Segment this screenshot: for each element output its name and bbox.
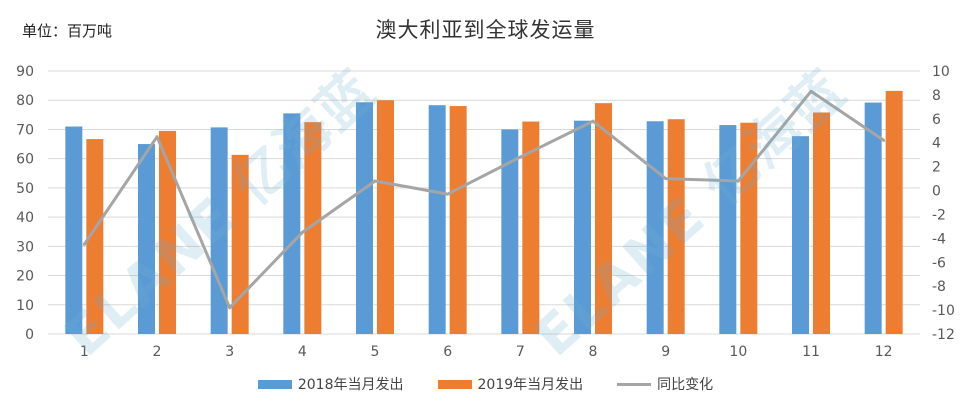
yoy-point	[736, 179, 740, 183]
legend-swatch-2019	[437, 379, 472, 389]
legend-item-2018: 2018年当月发出	[257, 374, 404, 394]
bar-2018	[283, 113, 301, 334]
x-tick-label: 12	[875, 344, 893, 360]
x-tick-label: 10	[729, 344, 747, 360]
yoy-point	[446, 192, 450, 196]
legend-label-2019: 2019年当月发出	[477, 377, 584, 393]
yoy-point	[228, 306, 232, 310]
x-tick-label: 6	[443, 344, 452, 360]
bar-2018	[428, 105, 446, 334]
legend-swatch-2018	[257, 379, 292, 389]
y2-tick-label: -4	[932, 231, 946, 247]
y-tick-label: 70	[16, 122, 34, 138]
y2-tick-label: 8	[932, 88, 941, 104]
y2-tick-label: 0	[932, 184, 941, 200]
bar-2019	[885, 90, 903, 334]
bar-2019	[377, 100, 394, 334]
y-tick-label: 40	[16, 210, 34, 226]
legend-swatch-yoy	[617, 382, 652, 386]
bar-2018	[792, 136, 809, 334]
bar-2019	[304, 122, 322, 334]
bar-2018	[356, 102, 373, 334]
yoy-point	[664, 177, 668, 181]
bar-2018	[719, 125, 737, 334]
y-tick-label: 60	[16, 152, 34, 168]
bar-2018	[574, 120, 591, 334]
bar-2019	[595, 103, 612, 335]
bar-2019	[449, 106, 467, 334]
y2-tick-label: 2	[932, 160, 941, 176]
x-tick-label: 4	[298, 344, 307, 360]
yoy-point	[373, 179, 377, 183]
y2-tick-label: -6	[932, 255, 946, 271]
y2-tick-label: -12	[932, 327, 955, 343]
x-tick-label: 2	[153, 344, 162, 360]
y-tick-label: 90	[16, 64, 34, 80]
y-tick-label: 30	[16, 239, 34, 255]
yoy-point	[591, 119, 595, 123]
bar-2019	[159, 130, 176, 334]
x-tick-label: 7	[516, 344, 525, 360]
bar-2018	[65, 126, 83, 335]
legend-label-2018: 2018年当月发出	[297, 377, 404, 393]
chart-title: 澳大利亚到全球发运量	[375, 18, 596, 42]
y2-tick-label: -10	[932, 303, 955, 319]
y-tick-label: 10	[16, 298, 34, 314]
yoy-line	[83, 89, 885, 310]
x-tick-label: 8	[589, 344, 598, 360]
y-tick-label: 20	[16, 269, 34, 285]
bar-2018	[138, 144, 155, 334]
yoy-point	[882, 138, 886, 142]
y-tick-label: 80	[16, 93, 34, 109]
legend-item-yoy: 同比变化	[617, 374, 713, 394]
bar-2019	[813, 112, 830, 335]
yoy-point	[82, 242, 86, 246]
bar-2018	[501, 129, 519, 334]
y2-tick-label: -8	[932, 279, 946, 295]
yoy-point	[809, 89, 813, 93]
bar-2019	[231, 154, 249, 334]
bar-2019	[667, 119, 685, 334]
y2-tick-label: 6	[932, 112, 941, 128]
legend-label-yoy: 同比变化	[657, 377, 714, 393]
x-tick-label: 11	[802, 344, 820, 360]
bar-2019	[86, 139, 104, 334]
x-tick-label: 9	[661, 344, 670, 360]
legend-item-2019: 2019年当月发出	[437, 374, 584, 394]
bar-2018	[864, 102, 882, 334]
yoy-point	[300, 230, 304, 234]
y-tick-label: 0	[25, 327, 34, 343]
y2-tick-label: -2	[932, 207, 946, 223]
x-tick-label: 5	[371, 344, 380, 360]
legend: 2018年当月发出 2019年当月发出 同比变化	[0, 374, 971, 394]
yoy-point	[155, 135, 159, 139]
y2-tick-label: 4	[932, 136, 941, 152]
yoy-point	[518, 155, 522, 159]
y-tick-label: 50	[16, 181, 34, 197]
bar-2019	[522, 121, 540, 334]
x-tick-label: 3	[225, 344, 234, 360]
x-tick-label: 1	[80, 344, 89, 360]
bar-2018	[210, 127, 228, 334]
unit-label: 单位：百万吨	[22, 22, 113, 40]
y2-tick-label: 10	[932, 64, 950, 80]
